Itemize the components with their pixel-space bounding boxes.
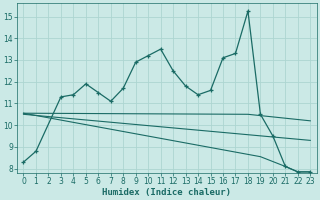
X-axis label: Humidex (Indice chaleur): Humidex (Indice chaleur) bbox=[102, 188, 231, 197]
